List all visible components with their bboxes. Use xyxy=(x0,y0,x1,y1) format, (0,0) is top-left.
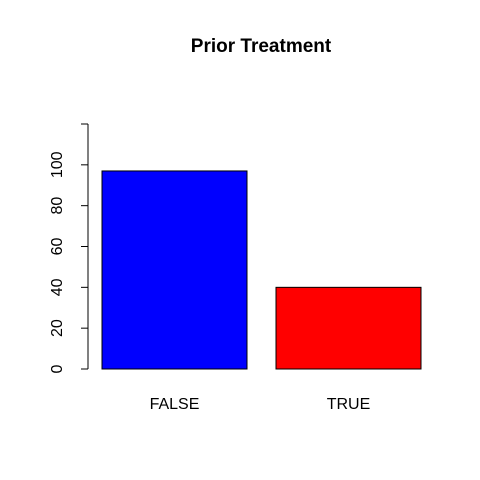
bar-false xyxy=(101,170,248,370)
y-tick-label: 40 xyxy=(49,278,66,296)
y-tick-label: 80 xyxy=(49,197,66,215)
bar-true xyxy=(275,286,422,370)
chart-title: Prior Treatment xyxy=(191,36,332,57)
x-tick-label: TRUE xyxy=(327,396,371,413)
y-axis: 0 20 40 60 80 100 xyxy=(49,123,89,373)
x-tick-label: FALSE xyxy=(150,396,200,413)
y-tick-label: 60 xyxy=(49,238,66,256)
bars xyxy=(101,170,422,370)
y-tick-label: 0 xyxy=(49,364,66,373)
y-tick-label: 20 xyxy=(49,319,66,337)
y-tick-label: 100 xyxy=(49,151,66,178)
x-axis-labels: FALSE TRUE xyxy=(150,396,371,413)
